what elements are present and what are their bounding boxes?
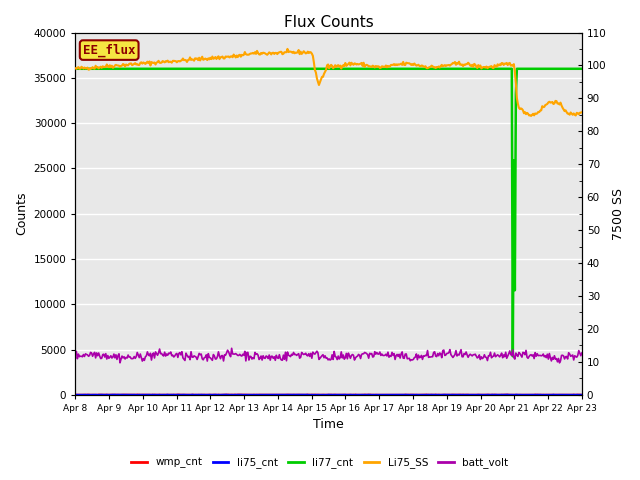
Text: EE_flux: EE_flux — [83, 43, 136, 57]
Y-axis label: 7500 SS: 7500 SS — [612, 188, 625, 240]
X-axis label: Time: Time — [313, 419, 344, 432]
Legend: wmp_cnt, li75_cnt, li77_cnt, Li75_SS, batt_volt: wmp_cnt, li75_cnt, li77_cnt, Li75_SS, ba… — [127, 453, 513, 472]
Y-axis label: Counts: Counts — [15, 192, 28, 235]
Title: Flux Counts: Flux Counts — [284, 15, 374, 30]
